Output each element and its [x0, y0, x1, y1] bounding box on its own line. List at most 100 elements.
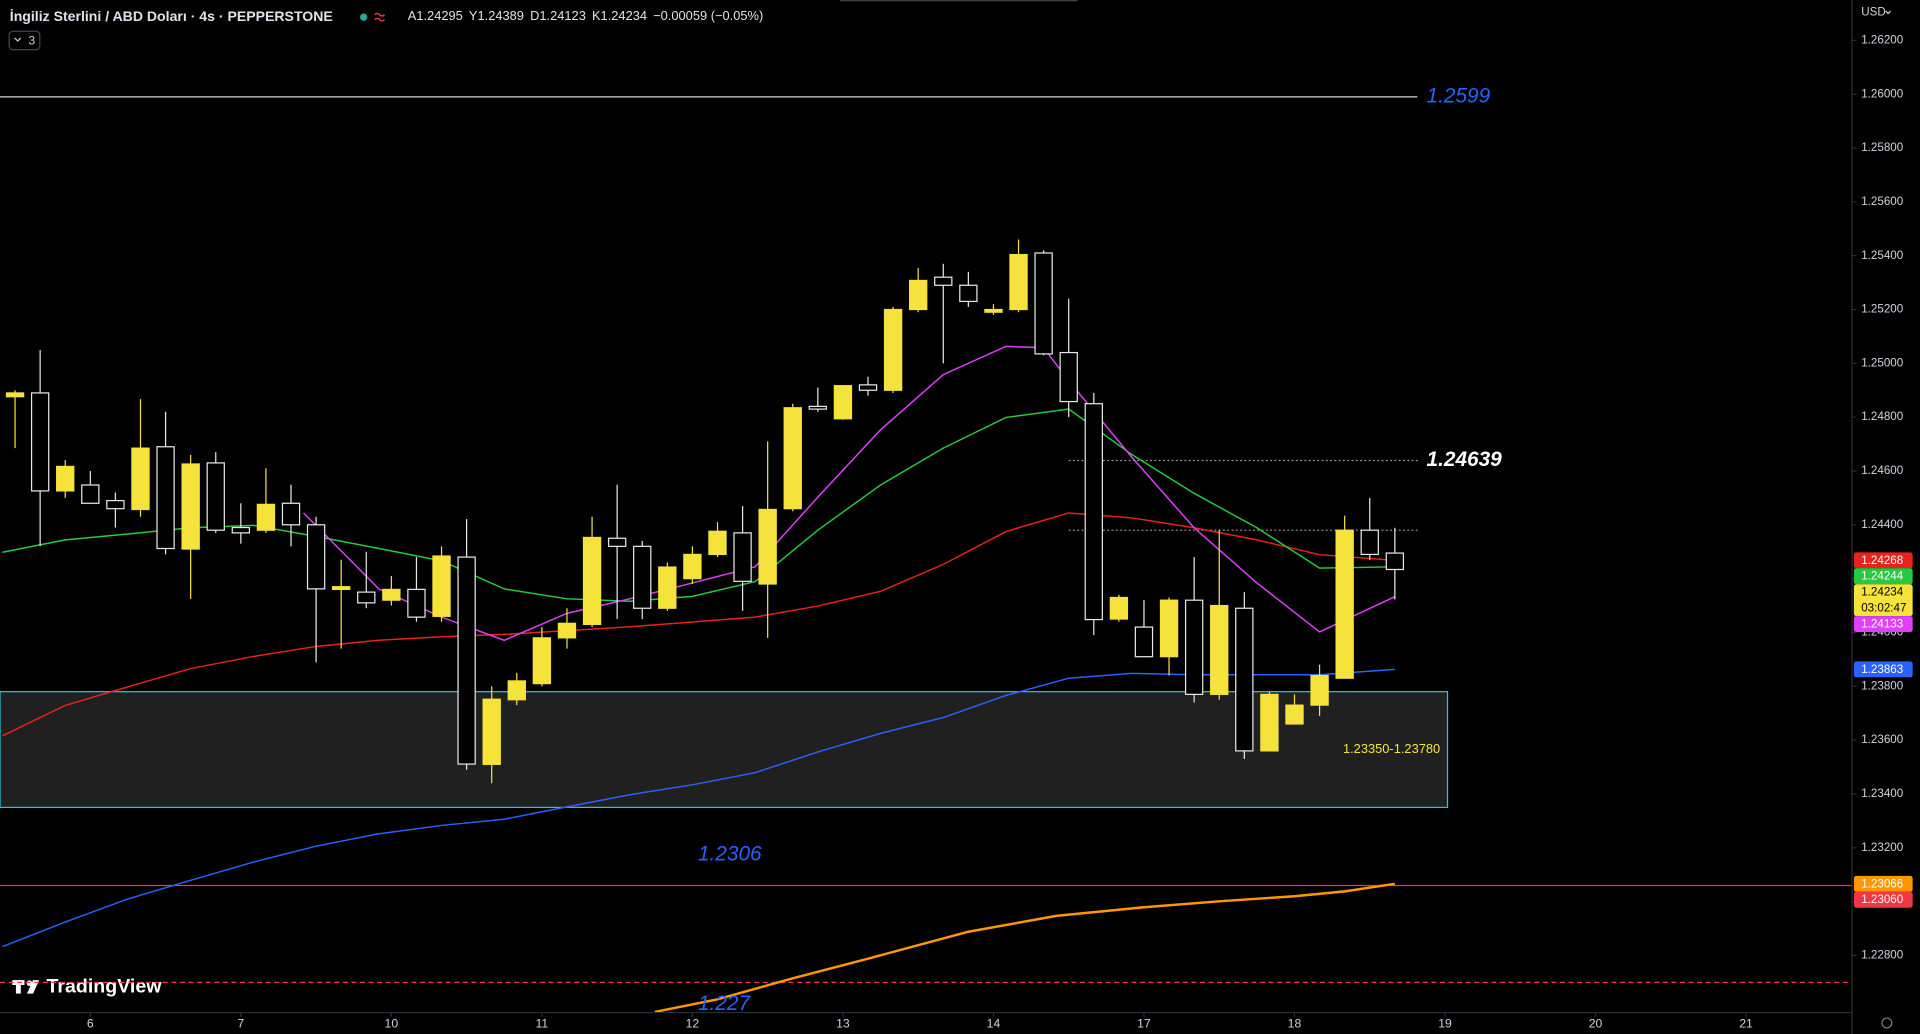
zone-label: 1.23350-1.23780 [1343, 741, 1440, 756]
price-tag [1853, 891, 1913, 908]
price-tag-label: 1.24133 [1861, 617, 1903, 630]
x-tick-label: 14 [987, 1016, 1001, 1030]
candle [733, 505, 752, 611]
price-tag [1853, 584, 1913, 617]
candle [5, 390, 25, 449]
moving-average [303, 345, 1396, 642]
ohlc-key: Y [469, 9, 478, 24]
y-tick-label: 1.24600 [1861, 464, 1904, 477]
candle-body [808, 405, 828, 410]
y-tick-label: 1.23400 [1861, 787, 1904, 800]
candle [1310, 664, 1329, 716]
candle [332, 559, 351, 649]
candle-body [934, 276, 953, 286]
candle [934, 263, 953, 364]
candle [382, 575, 401, 606]
candle-body [256, 503, 276, 531]
candle [1159, 597, 1179, 676]
level-annotation: 1.227 [698, 992, 751, 1015]
candle-body [532, 637, 552, 685]
candle-body [984, 308, 1003, 313]
y-tick-label: 1.26200 [1861, 33, 1904, 46]
candle-body [156, 446, 175, 550]
candle-body [758, 508, 777, 585]
candle [808, 387, 828, 412]
candle [306, 516, 326, 663]
y-tick-label: 1.25200 [1861, 303, 1904, 316]
price-tag-label: 1.24268 [1861, 554, 1903, 567]
ohlc-value: 1.24234 [601, 9, 647, 24]
candle-body [1159, 599, 1179, 658]
settings-icon[interactable] [1881, 1017, 1893, 1029]
level-annotation: 1.2599 [1427, 84, 1491, 107]
candle-body [557, 622, 577, 639]
x-tick-label: 7 [237, 1016, 244, 1030]
moving-average [2, 512, 1395, 737]
candle [1134, 600, 1154, 658]
candle [883, 306, 903, 393]
candle [1009, 239, 1028, 313]
candle [1285, 694, 1304, 725]
candle-body [733, 532, 752, 582]
candle [909, 268, 928, 313]
ohlc-key: K [592, 9, 601, 24]
candle-body [708, 530, 727, 556]
ohlc-change: −0.00059 (−0.05%) [653, 9, 763, 24]
y-tick-label: 1.25600 [1861, 195, 1904, 208]
candle [532, 627, 552, 687]
candle [1260, 691, 1279, 752]
candle [156, 411, 175, 555]
candle-body [382, 588, 401, 601]
candle-body [106, 499, 125, 510]
candle [106, 492, 125, 528]
candle [758, 441, 777, 638]
candle-body [1034, 252, 1053, 355]
candle-body [858, 384, 878, 391]
ohlc-value: 1.24389 [478, 9, 524, 24]
candle [959, 271, 978, 307]
candle-body [5, 392, 25, 398]
x-tick-label: 20 [1589, 1016, 1603, 1030]
candle [984, 304, 1003, 315]
candle [357, 551, 376, 609]
x-tick-label: 21 [1739, 1016, 1753, 1030]
status-dot [360, 13, 368, 21]
candle [683, 546, 702, 585]
ohlc-key: A [408, 9, 417, 24]
candle [281, 484, 301, 547]
candle [256, 468, 276, 533]
header-title: İngiliz Sterlini / ABD Doları · 4s · PEP… [10, 8, 333, 24]
y-tick-label: 1.23200 [1861, 841, 1904, 854]
candle-body [407, 588, 426, 618]
level-annotation: 1.2306 [698, 842, 762, 865]
candle-body [332, 586, 351, 591]
price-tag-label: 1.24244 [1861, 570, 1904, 583]
y-tick-label: 1.25400 [1861, 249, 1904, 262]
y-tick-label: 1.24800 [1861, 410, 1904, 423]
currency[interactable]: USD [1861, 5, 1886, 18]
candle [1235, 592, 1254, 759]
price-tag [1853, 552, 1913, 569]
candle-body [1009, 253, 1028, 311]
y-tick-label: 1.22800 [1861, 949, 1904, 962]
y-tick-label: 1.25000 [1861, 356, 1904, 369]
candle [783, 403, 802, 512]
candle-body [432, 555, 451, 617]
candle-body [1385, 552, 1405, 571]
watermark: TradingView [47, 976, 163, 998]
x-tick-label: 17 [1137, 1016, 1151, 1030]
candle-body [633, 545, 652, 609]
price-tag-label: 1.23060 [1861, 893, 1904, 906]
candle [407, 557, 426, 622]
candle [858, 376, 878, 396]
candle [457, 519, 476, 770]
indicator-count: 3 [28, 33, 35, 47]
indicator-toggle[interactable] [8, 30, 41, 51]
candle [833, 384, 853, 420]
candle [607, 484, 627, 620]
ohlc-value: 1.24295 [416, 9, 462, 24]
x-tick-label: 6 [87, 1016, 94, 1030]
candle-body [1335, 529, 1354, 679]
price-tag-label: 03:02:47 [1861, 602, 1906, 615]
candle [181, 454, 200, 599]
